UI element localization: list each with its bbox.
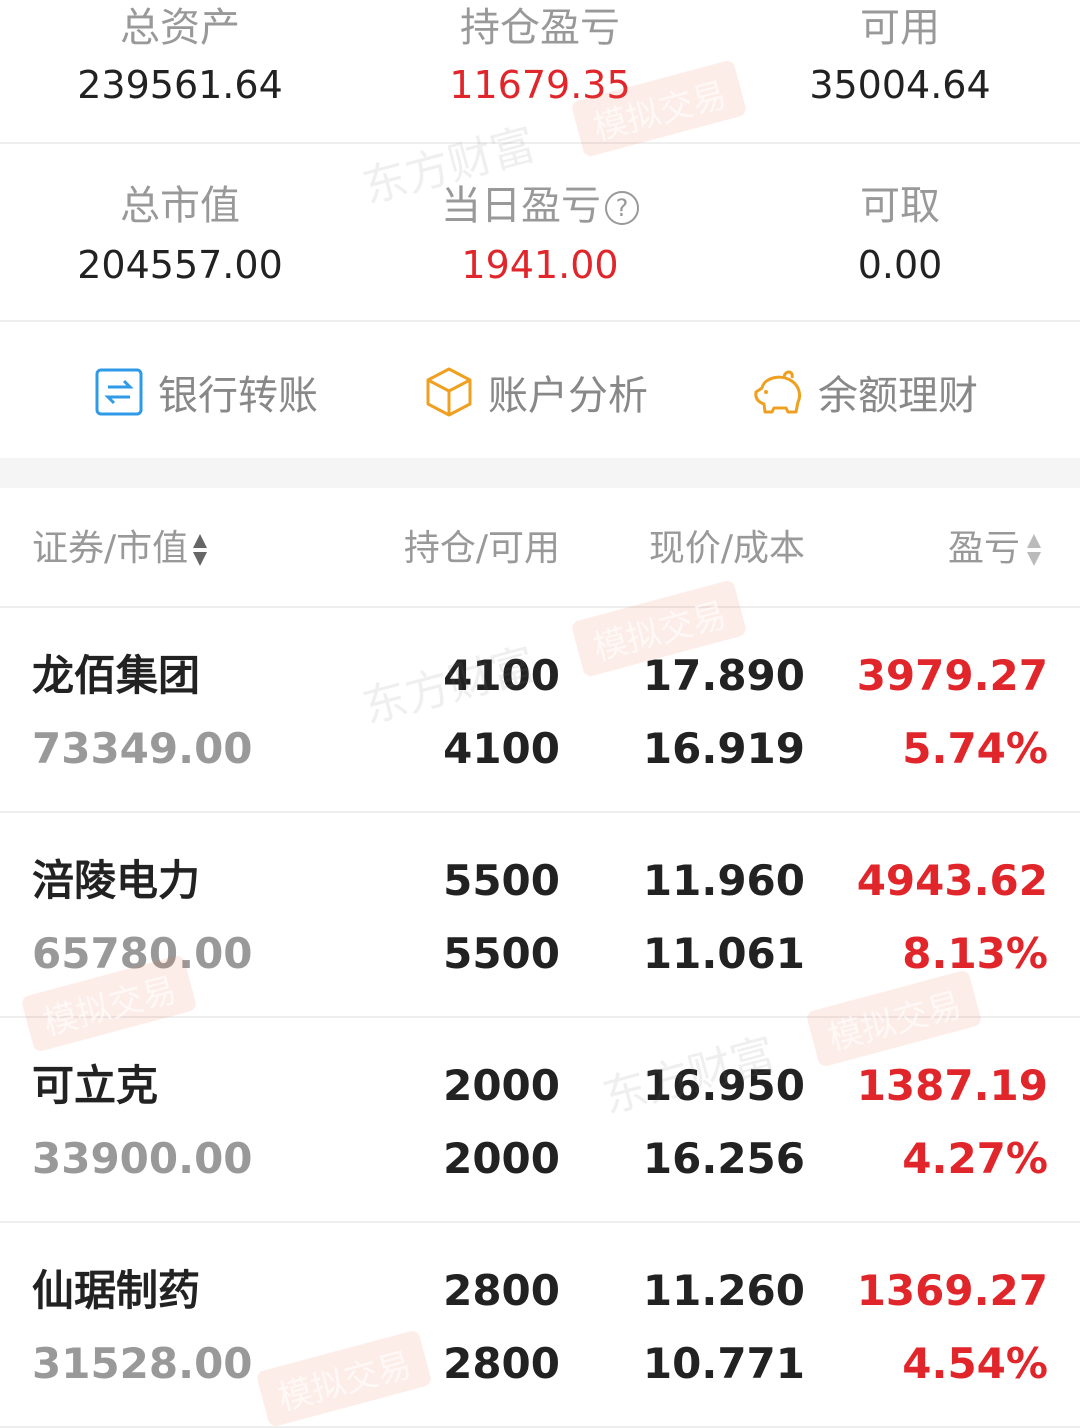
pnl-amount: 1387.19 (856, 1061, 1048, 1110)
table-row[interactable]: 仙琚制药 31528.00 2800 2800 11.260 10.771 13… (0, 1223, 1080, 1428)
pnl-percent: 8.13% (902, 929, 1048, 978)
stock-name: 涪陵电力 (32, 856, 201, 905)
label: 银行转账 (158, 373, 318, 419)
header-security-market-value[interactable]: 证券/市值 (32, 526, 208, 572)
balance-wealth-button[interactable]: 余额理财 (752, 364, 978, 420)
bank-transfer-button[interactable]: 银行转账 (94, 364, 318, 420)
cost-price: 16.256 (642, 1134, 805, 1183)
available: 2800 (443, 1339, 560, 1388)
question-circle-icon[interactable]: ? (605, 191, 639, 225)
available: 2000 (443, 1134, 560, 1183)
current-price: 11.260 (642, 1266, 805, 1315)
sort-icon (193, 534, 208, 566)
market-value: 65780.00 (32, 929, 253, 978)
stock-name: 可立克 (32, 1061, 159, 1110)
table-row[interactable]: 龙佰集团 73349.00 4100 4100 17.890 16.919 39… (0, 608, 1080, 813)
market-value: 31528.00 (32, 1339, 253, 1388)
label: 总资产 (120, 5, 240, 51)
stock-name: 仙琚制药 (32, 1266, 201, 1315)
label: 当日盈亏 (441, 183, 601, 229)
value: 11679.35 (449, 63, 631, 107)
cost-price: 16.919 (642, 724, 805, 773)
pnl-amount: 3979.27 (856, 651, 1048, 700)
section-divider (0, 458, 1080, 488)
table-row[interactable]: 涪陵电力 65780.00 5500 5500 11.960 11.061 49… (0, 813, 1080, 1018)
sort-icon (1027, 534, 1041, 566)
position: 4100 (443, 651, 560, 700)
label: 余额理财 (818, 373, 978, 419)
label: 总市值 (120, 183, 240, 229)
stock-name: 龙佰集团 (32, 651, 201, 700)
account-analysis-button[interactable]: 账户分析 (424, 364, 648, 420)
label: 账户分析 (488, 373, 648, 419)
header-price-cost: 现价/成本 (648, 528, 805, 569)
position: 2800 (443, 1266, 560, 1315)
piggy-bank-icon (754, 370, 802, 414)
position: 5500 (443, 856, 560, 905)
value: 0.00 (857, 243, 943, 287)
bank-transfer-icon (95, 368, 143, 416)
table-row[interactable]: 可立克 33900.00 2000 2000 16.950 16.256 138… (0, 1018, 1080, 1223)
label: 可用 (860, 5, 940, 51)
available: 4100 (443, 724, 560, 773)
pnl-amount: 1369.27 (856, 1266, 1048, 1315)
label: 可取 (860, 183, 940, 229)
position: 2000 (443, 1061, 560, 1110)
value: 1941.00 (461, 243, 619, 287)
current-price: 16.950 (642, 1061, 805, 1110)
header-position-available: 持仓/可用 (403, 528, 560, 569)
available: 5500 (443, 929, 560, 978)
cost-price: 10.771 (642, 1339, 805, 1388)
pnl-percent: 4.54% (902, 1339, 1048, 1388)
header-pnl[interactable]: 盈亏 (948, 526, 1041, 572)
cube-icon (426, 367, 472, 417)
action-bar: 银行转账 账户分析 余额理财 (0, 322, 1080, 458)
market-value: 73349.00 (32, 724, 253, 773)
pnl-amount: 4943.62 (856, 856, 1048, 905)
summary-row-2: 总市值 204557.00 当日盈亏? 1941.00 可取 0.00 (0, 144, 1080, 322)
pnl-percent: 4.27% (902, 1134, 1048, 1183)
cost-price: 11.061 (642, 929, 805, 978)
current-price: 17.890 (642, 651, 805, 700)
pnl-percent: 5.74% (902, 724, 1048, 773)
table-header: 证券/市值 持仓/可用 现价/成本 盈亏 (0, 488, 1080, 608)
market-value: 33900.00 (32, 1134, 253, 1183)
value: 204557.00 (77, 243, 283, 287)
label: 持仓盈亏 (460, 5, 620, 51)
current-price: 11.960 (642, 856, 805, 905)
value: 35004.64 (809, 63, 991, 107)
summary-row-1: 总资产 239561.64 持仓盈亏 11679.35 可用 35004.64 (0, 0, 1080, 144)
value: 239561.64 (77, 63, 283, 107)
